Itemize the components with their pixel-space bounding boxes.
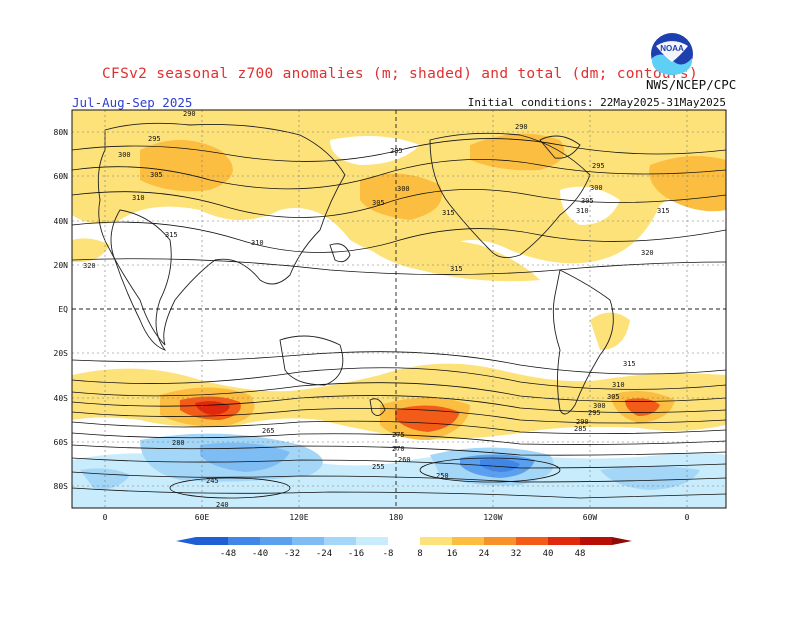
colorbar-swatch [228, 537, 260, 545]
lat-label: 80S [54, 482, 69, 491]
contour-label: 320 [641, 249, 654, 257]
contour-label: 300 [593, 402, 606, 410]
contour-labels: 290 295 300 305 310 315 310 285 300 305 … [83, 110, 670, 509]
contour-label: 310 [612, 381, 625, 389]
colorbar-tick-label: -48 [220, 549, 236, 559]
colorbar-swatch [196, 537, 228, 545]
colorbar-swatch [260, 537, 292, 545]
lon-label: 60E [195, 513, 210, 522]
lat-label: 60S [54, 438, 69, 447]
colorbar-swatch [324, 537, 356, 545]
colorbar-tick-label: 48 [575, 549, 586, 559]
contour-label: 275 [392, 431, 405, 439]
height-contours [72, 138, 726, 499]
colorbar-tick-label: 16 [447, 549, 458, 559]
contour-label: 310 [132, 194, 145, 202]
contour-label: 255 [372, 463, 385, 471]
map-title: CFSv2 seasonal z700 anomalies (m; shaded… [102, 66, 698, 82]
colorbar-swatch [420, 537, 452, 545]
initial-conditions-label: Initial conditions: 22May2025-31May2025 [467, 96, 726, 109]
contour-label: 315 [442, 209, 455, 217]
map-frame [71, 109, 727, 509]
contour-label: 280 [172, 439, 185, 447]
lat-label: 40N [54, 217, 69, 226]
contour-label: 300 [118, 151, 131, 159]
latitude-labels: 80N 60N 40N 20N EQ 20S 40S 60S 80S [54, 128, 69, 491]
lat-label: 60N [54, 172, 69, 181]
contour-label: 315 [165, 231, 178, 239]
contour-label: 290 [515, 123, 528, 131]
contour-label: 290 [183, 110, 196, 118]
contour-label: 320 [83, 262, 96, 270]
colorbar-swatch [484, 537, 516, 545]
contour-label: 305 [150, 171, 163, 179]
lat-label: 40S [54, 394, 69, 403]
colorbar-left-arrow [176, 537, 196, 545]
contour-label: 310 [576, 207, 589, 215]
contour-label: 315 [657, 207, 670, 215]
season-label: Jul-Aug-Sep 2025 [72, 95, 193, 110]
lon-label: 60W [583, 513, 598, 522]
colorbar-swatch [356, 537, 388, 545]
colorbar-tick-label: -32 [284, 549, 300, 559]
contour-label: 240 [216, 501, 229, 509]
colorbar-tick-label: 32 [511, 549, 522, 559]
contour-label: 300 [397, 185, 410, 193]
contour-label: 285 [390, 147, 403, 155]
svg-text:NOAA: NOAA [660, 44, 684, 53]
contour-label: 295 [588, 409, 601, 417]
lat-label: 20N [54, 261, 69, 270]
colorbar-tick-label: 8 [417, 549, 422, 559]
contour-label: 305 [607, 393, 620, 401]
colorbar-tick-label: -40 [252, 549, 268, 559]
colorbar-swatch [452, 537, 484, 545]
contour-label: 295 [148, 135, 161, 143]
lon-label: 0 [103, 513, 108, 522]
colorbar-tick-label: 40 [543, 549, 554, 559]
lon-label: 180 [389, 513, 404, 522]
colorbar-tick-label: -16 [348, 549, 364, 559]
contour-label: 265 [262, 427, 275, 435]
anomaly-shading [72, 110, 726, 508]
colorbar-swatch [516, 537, 548, 545]
colorbar-swatch [548, 537, 580, 545]
agency-label: NWS/NCEP/CPC [646, 77, 737, 92]
graticule [72, 110, 726, 508]
contour-label: 300 [590, 184, 603, 192]
contour-label: 250 [436, 472, 449, 480]
contour-label: 315 [623, 360, 636, 368]
contour-label: 270 [392, 445, 405, 453]
lat-label: EQ [58, 305, 68, 314]
lon-label: 0 [685, 513, 690, 522]
colorbar-swatch [292, 537, 324, 545]
contour-label: 305 [372, 199, 385, 207]
contour-label: 260 [398, 456, 411, 464]
contour-label: 310 [251, 239, 264, 247]
colorbar-tick-label: 24 [479, 549, 490, 559]
contour-label: 285 [574, 425, 587, 433]
colorbar-right-arrow [612, 537, 632, 545]
coastlines [97, 122, 614, 416]
noaa-logo-icon: NOAA [651, 33, 693, 75]
lat-label: 20S [54, 349, 69, 358]
contour-label: 245 [206, 477, 219, 485]
lon-label: 120W [483, 513, 502, 522]
colorbar-tick-label: -8 [383, 549, 394, 559]
colorbar-tick-label: -24 [316, 549, 332, 559]
contour-label: 290 [576, 418, 589, 426]
colorbar: -48 -40 -32 -24 -16 -8 8 16 24 32 40 48 [176, 537, 632, 559]
colorbar-swatch [580, 537, 612, 545]
contour-label: 295 [592, 162, 605, 170]
lon-label: 120E [289, 513, 308, 522]
contour-label: 315 [450, 265, 463, 273]
lat-label: 80N [54, 128, 69, 137]
contour-label: 305 [581, 197, 594, 205]
longitude-labels: 0 60E 120E 180 120W 60W 0 [103, 513, 690, 522]
colorbar-swatch [388, 537, 420, 545]
